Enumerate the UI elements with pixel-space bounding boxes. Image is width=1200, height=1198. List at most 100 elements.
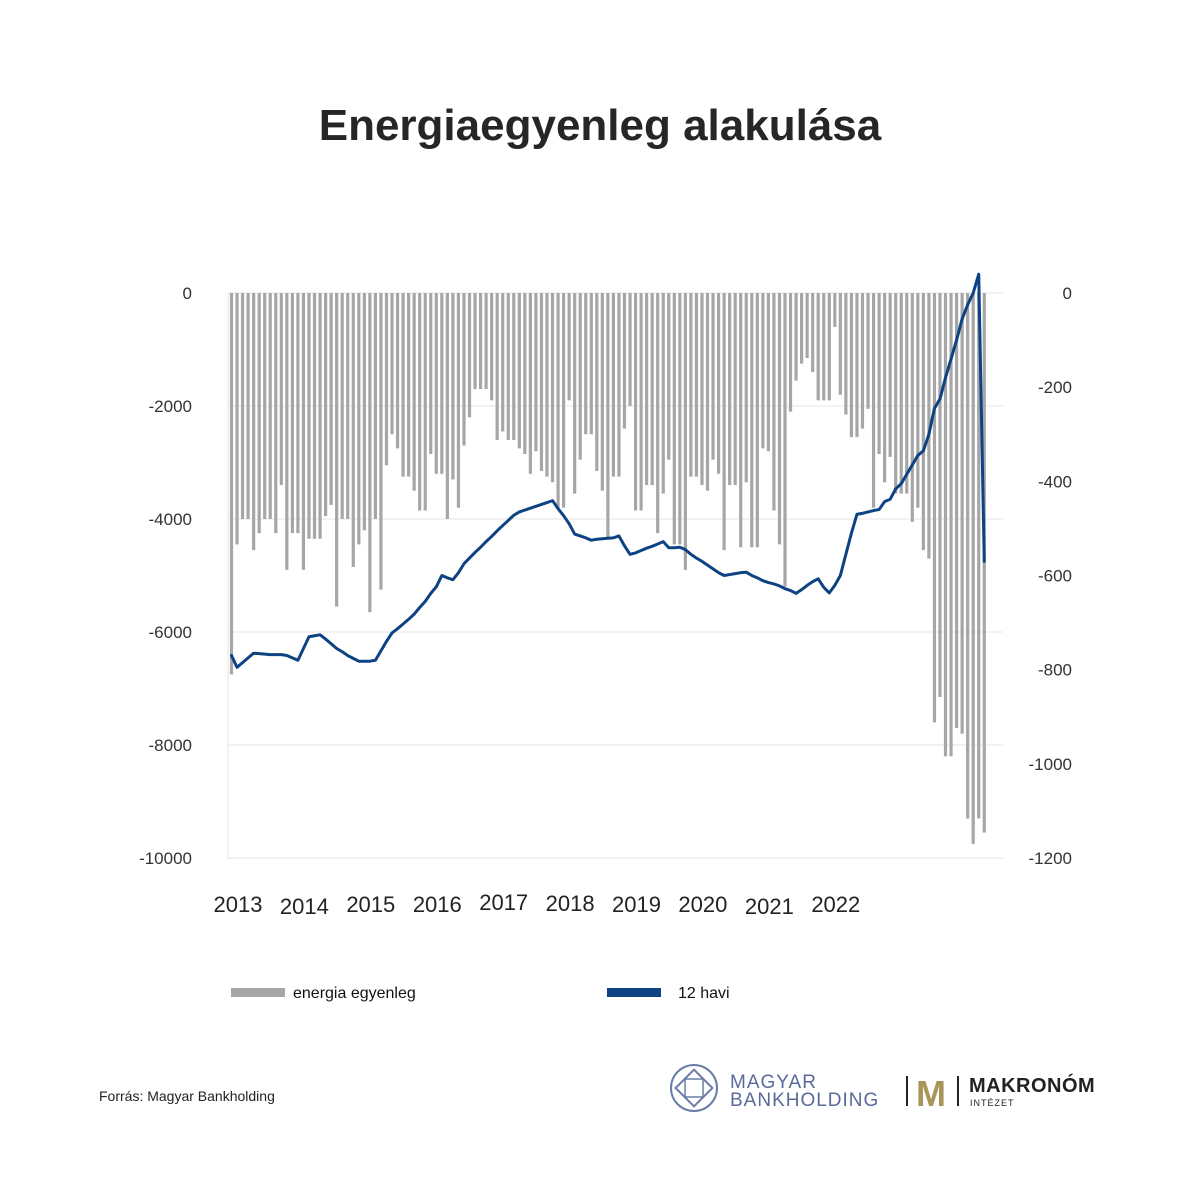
bar <box>617 293 621 477</box>
bar <box>401 293 405 477</box>
bar <box>279 293 283 486</box>
bar <box>456 293 461 508</box>
bar <box>927 293 931 559</box>
legend-label-bar: energia egyenleg <box>293 985 416 1002</box>
bar <box>462 293 466 446</box>
y-right-tick-label: -1200 <box>1029 849 1072 868</box>
bar <box>949 293 953 757</box>
bar <box>434 293 438 474</box>
bar <box>423 293 427 511</box>
bar <box>761 293 765 449</box>
bankholding-name-line2: BANKHOLDING <box>730 1090 879 1111</box>
bar <box>407 293 411 477</box>
line-12-havi <box>230 272 986 669</box>
y-left-tick-label: -6000 <box>149 623 192 642</box>
bar <box>622 293 627 429</box>
bar <box>379 293 383 590</box>
y-right-tick-label: -1000 <box>1029 755 1072 774</box>
bar <box>788 293 793 412</box>
y-left-tick-label: -2000 <box>149 397 192 416</box>
bar <box>855 293 859 438</box>
bar <box>800 293 804 364</box>
bar <box>412 293 416 491</box>
bar <box>290 293 294 534</box>
bar <box>805 293 809 358</box>
bar <box>584 293 588 435</box>
bar <box>705 293 710 491</box>
source-note: Forrás: Magyar Bankholding <box>99 1088 275 1104</box>
bar <box>739 293 743 548</box>
legend: energia egyenleg 12 havi <box>231 985 730 1002</box>
x-tick-label: 2019 <box>612 892 661 917</box>
bar <box>661 293 665 494</box>
bar <box>512 293 516 440</box>
x-tick-label: 2016 <box>413 892 462 917</box>
bar <box>733 293 737 486</box>
bar <box>816 293 820 401</box>
bar <box>811 293 815 373</box>
x-tick-label: 2015 <box>346 892 395 917</box>
bar <box>966 293 970 819</box>
bankholding-emblem-icon <box>670 1064 718 1112</box>
bar <box>534 293 538 452</box>
bar <box>312 293 317 539</box>
bar <box>860 293 865 429</box>
x-tick-label: 2021 <box>745 894 794 919</box>
x-tick-label: 2017 <box>479 890 528 915</box>
bar <box>772 293 776 511</box>
bar <box>589 293 593 435</box>
bar <box>827 293 831 401</box>
bar <box>545 293 549 477</box>
bar <box>755 293 759 548</box>
bar <box>943 293 948 757</box>
bar <box>910 293 914 522</box>
bar <box>263 293 267 519</box>
bar <box>362 293 366 531</box>
x-tick-label: 2013 <box>214 892 263 917</box>
bar <box>296 293 300 534</box>
bar <box>750 293 754 548</box>
bar <box>567 293 571 401</box>
bar <box>871 293 876 508</box>
bar <box>484 293 488 390</box>
bar <box>274 293 278 534</box>
y-right-tick-label: 0 <box>1063 284 1072 303</box>
bankholding-name-line1: MAGYAR <box>730 1072 817 1093</box>
bar <box>573 293 577 494</box>
bar <box>418 293 422 511</box>
bar <box>645 293 649 486</box>
bar <box>495 293 499 440</box>
y-right-tick-label: -200 <box>1038 378 1072 397</box>
y-axis-left: 0 -2000 -4000 -6000 -8000 -10000 <box>139 284 192 868</box>
x-tick-label: 2022 <box>811 892 860 917</box>
bar <box>689 293 693 477</box>
legend-swatch-bar <box>231 988 285 997</box>
bar <box>473 293 477 390</box>
bar <box>888 293 892 457</box>
bar <box>777 293 782 545</box>
bar <box>783 293 787 587</box>
bar <box>268 293 272 519</box>
bar <box>728 293 732 486</box>
bar <box>357 293 361 545</box>
y-right-tick-label: -400 <box>1038 472 1072 491</box>
bar <box>478 293 483 390</box>
bar <box>606 293 610 539</box>
y-left-tick-label: -8000 <box>149 736 192 755</box>
x-tick-label: 2014 <box>280 894 329 919</box>
x-tick-label: 2018 <box>546 891 595 916</box>
bankholding-emblem-inner-icon <box>684 1078 704 1098</box>
bar <box>384 293 389 466</box>
bar <box>318 293 322 539</box>
bar <box>711 293 715 460</box>
bar <box>257 293 261 534</box>
bar <box>523 293 527 455</box>
bar <box>766 293 770 452</box>
bar <box>335 293 339 607</box>
bar <box>921 293 925 551</box>
bar <box>550 293 555 483</box>
bar <box>556 293 560 508</box>
y-right-tick-label: -800 <box>1038 661 1072 680</box>
makronom-divider-left <box>906 1076 908 1106</box>
